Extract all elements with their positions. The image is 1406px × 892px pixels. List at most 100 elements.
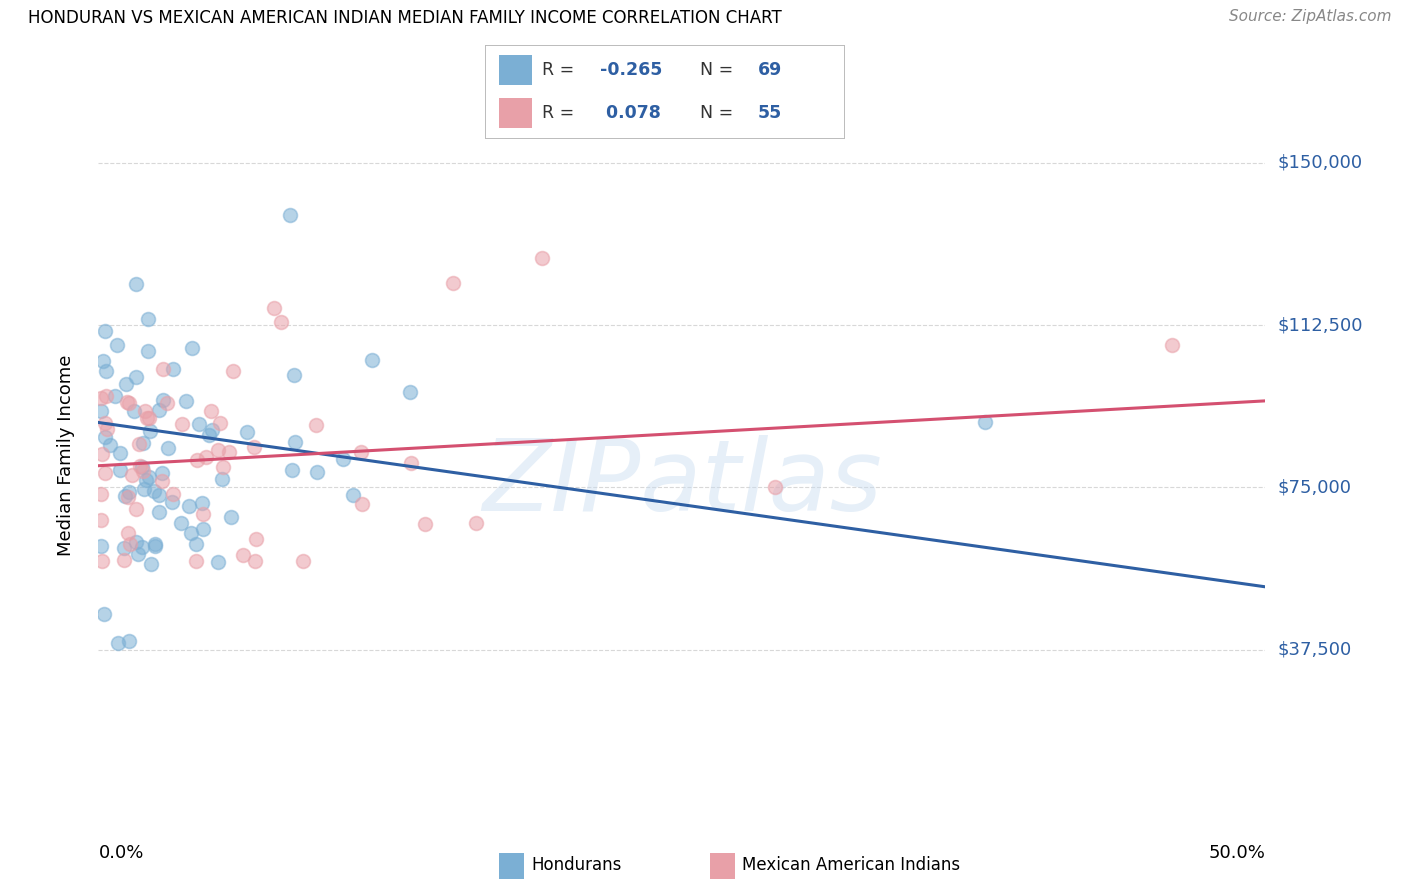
Text: R =: R = [543,61,581,78]
Point [90,404,112,418]
Point [104,389,127,403]
Point [207,442,229,457]
Point [284,435,307,450]
Point [117,490,139,504]
Point [124,502,146,516]
Point [156,442,179,456]
Point [148,403,170,417]
Point [193,522,215,536]
Point [236,425,259,439]
Text: HONDURAN VS MEXICAN AMERICAN INDIAN MEDIAN FAMILY INCOME CORRELATION CHART: HONDURAN VS MEXICAN AMERICAN INDIAN MEDI… [28,9,782,27]
Point [124,370,146,384]
Point [184,554,207,568]
Text: $37,500: $37,500 [1277,640,1351,658]
Point [465,516,488,530]
Point [305,417,328,432]
Point [118,396,141,410]
Point [121,467,143,482]
Point [361,353,384,368]
Point [136,343,159,358]
Point [117,485,139,500]
Point [117,526,139,541]
Text: Mexican American Indians: Mexican American Indians [742,856,960,874]
Point [142,484,165,499]
Point [180,525,202,540]
Bar [499,55,531,85]
Point [191,507,214,521]
Point [270,315,292,329]
Text: Source: ZipAtlas.com: Source: ZipAtlas.com [1229,9,1392,24]
Point [263,301,285,316]
Point [143,539,166,553]
Point [152,362,174,376]
Point [93,607,115,621]
Point [91,554,114,568]
Point [108,462,131,476]
Point [278,208,301,222]
Text: $75,000: $75,000 [1277,478,1351,496]
Point [350,497,373,511]
Point [112,541,135,555]
Point [201,423,224,437]
Point [207,555,229,569]
Point [138,410,160,425]
Point [291,554,314,568]
Point [148,505,170,519]
Point [98,438,121,452]
Point [399,456,422,470]
Text: Hondurans: Hondurans [531,856,621,874]
Point [141,557,163,571]
Point [283,368,305,382]
Point [136,410,159,425]
Point [122,404,145,418]
Point [90,487,112,501]
Point [96,422,118,436]
Point [131,460,153,475]
Point [132,464,155,478]
Point [200,404,222,418]
Point [118,537,141,551]
Point [139,424,162,438]
Point [209,417,232,431]
Point [132,435,155,450]
Point [152,392,174,407]
Point [118,634,141,648]
Point [94,389,117,403]
Point [134,404,156,418]
Point [222,364,245,378]
Point [162,486,184,500]
Point [198,428,221,442]
Point [170,417,193,432]
Point [96,364,118,378]
Text: 0.0%: 0.0% [98,844,143,862]
Point [125,534,148,549]
Point [195,450,218,464]
Point [232,548,254,562]
Point [90,512,112,526]
Point [177,499,200,513]
Point [115,376,138,391]
Point [184,537,207,551]
Point [94,466,117,480]
Point [110,446,132,460]
Point [105,337,128,351]
Text: -0.265: -0.265 [600,61,662,78]
Point [150,475,173,489]
Point [342,488,364,502]
Point [221,509,243,524]
Text: 50.0%: 50.0% [1209,844,1265,862]
Point [138,469,160,483]
Point [143,537,166,551]
Text: N =: N = [700,61,740,78]
Text: $150,000: $150,000 [1277,154,1362,172]
Text: $112,500: $112,500 [1277,316,1362,334]
Point [174,394,197,409]
Point [90,391,112,405]
Point [212,459,235,474]
Point [128,437,150,451]
Point [90,539,112,553]
Text: ZIPatlas: ZIPatlas [482,435,882,532]
Point [148,488,170,502]
Bar [499,98,531,128]
Point [132,482,155,496]
